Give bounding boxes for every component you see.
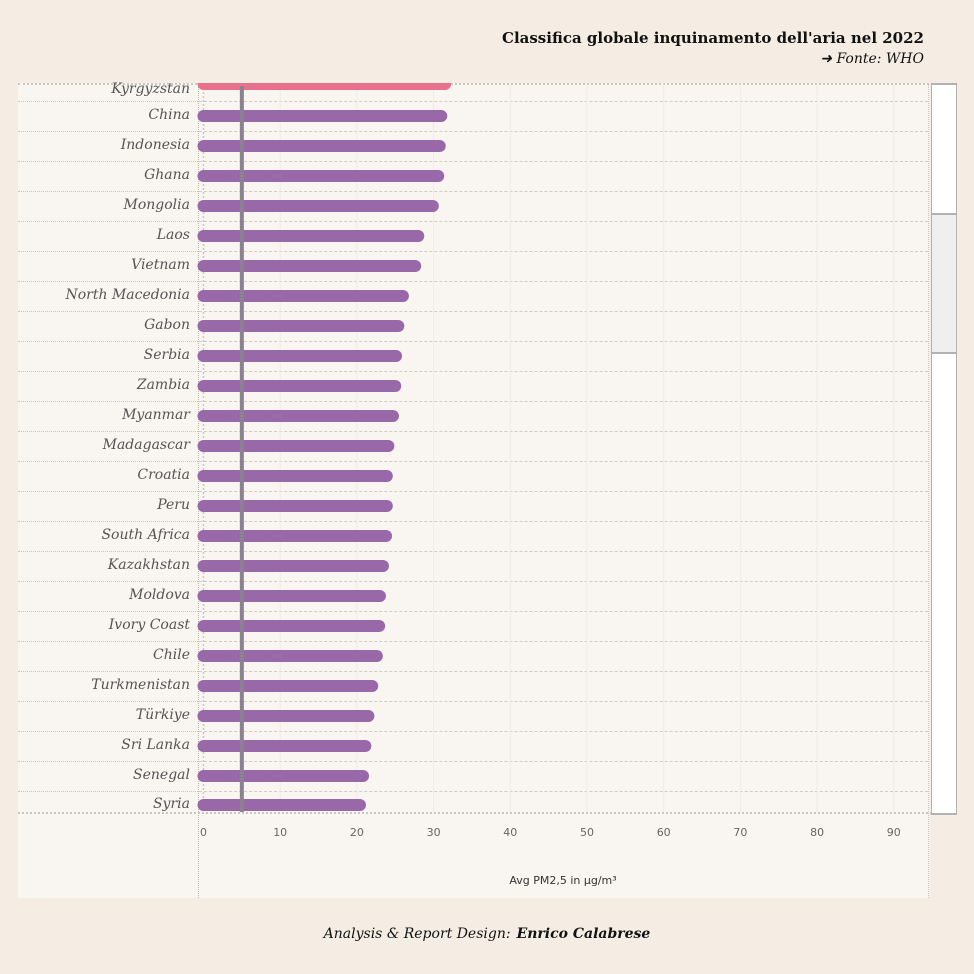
- category-label: Myanmar: [122, 407, 190, 423]
- credits: Analysis & Report Design: Enrico Calabres…: [0, 926, 974, 942]
- x-tick-label: 80: [810, 826, 825, 839]
- category-label: Moldova: [129, 587, 190, 603]
- category-label: Chile: [153, 647, 190, 663]
- row-gridline: [199, 431, 928, 432]
- panel-right-border: [928, 83, 929, 898]
- row-gridline: [199, 221, 928, 222]
- category-label: Kyrgyzstan: [111, 81, 190, 97]
- row-gridline: [199, 521, 928, 522]
- row-gridline: [199, 401, 928, 402]
- row-gridline: [199, 761, 928, 762]
- row-separator: [18, 281, 198, 282]
- chart-panel: [18, 83, 929, 898]
- panel-top-border: [18, 83, 929, 85]
- row-separator: [18, 461, 198, 462]
- row-separator: [18, 491, 198, 492]
- row-separator: [18, 311, 198, 312]
- row-separator: [18, 791, 198, 792]
- category-label: Croatia: [137, 467, 190, 483]
- x-tick-label: 70: [733, 826, 748, 839]
- row-separator: [18, 251, 198, 252]
- row-gridline: [199, 341, 928, 342]
- x-tick-label: 60: [656, 826, 671, 839]
- category-label: Indonesia: [120, 137, 190, 153]
- category-label: Serbia: [143, 347, 190, 363]
- category-label: Ghana: [144, 167, 190, 183]
- category-label: Vietnam: [131, 257, 190, 273]
- row-separator: [18, 131, 198, 132]
- row-gridline: [199, 671, 928, 672]
- category-label: Syria: [152, 796, 190, 812]
- row-separator: [18, 611, 198, 612]
- row-separator: [18, 401, 198, 402]
- row-gridline: [199, 641, 928, 642]
- category-label: Turkmenistan: [91, 677, 190, 693]
- y-axis-line: [198, 83, 199, 898]
- row-gridline: [199, 611, 928, 612]
- category-label: Zambia: [136, 377, 190, 393]
- category-label: Ivory Coast: [108, 617, 190, 633]
- x-tick-label: 0: [200, 826, 207, 839]
- row-separator: [18, 371, 198, 372]
- row-gridline: [199, 491, 928, 492]
- row-gridline: [199, 161, 928, 162]
- scrollbar-thumb[interactable]: [932, 213, 956, 354]
- x-tick-label: 90: [886, 826, 901, 839]
- category-label: South Africa: [101, 527, 190, 543]
- category-label: Laos: [156, 227, 190, 243]
- row-gridline: [199, 581, 928, 582]
- category-label: Türkiye: [135, 707, 190, 723]
- x-tick-label: 10: [273, 826, 288, 839]
- row-gridline: [199, 131, 928, 132]
- x-tick-label: 50: [580, 826, 594, 839]
- category-label: Mongolia: [123, 197, 190, 213]
- row-separator: [18, 551, 198, 552]
- row-gridline: [199, 311, 928, 312]
- row-separator: [18, 761, 198, 762]
- row-separator: [18, 521, 198, 522]
- row-separator: [18, 221, 198, 222]
- category-label: Kazakhstan: [107, 557, 190, 573]
- top-clip: [190, 70, 490, 83]
- row-gridline: [199, 191, 928, 192]
- category-label: Madagascar: [102, 437, 190, 453]
- row-separator: [18, 191, 198, 192]
- row-separator: [18, 581, 198, 582]
- row-separator: [18, 431, 198, 432]
- row-separator: [18, 671, 198, 672]
- chart-title: Classifica globale inquinamento dell'ari…: [502, 29, 924, 47]
- row-gridline: [199, 371, 928, 372]
- category-label: Sri Lanka: [121, 737, 190, 753]
- category-label: Senegal: [133, 767, 190, 783]
- row-separator: [18, 701, 198, 702]
- row-gridline: [199, 791, 928, 792]
- row-separator: [18, 161, 198, 162]
- x-axis-label: Avg PM2,5 in µg/m³: [509, 874, 617, 887]
- row-separator: [18, 341, 198, 342]
- credit-name: Enrico Calabrese: [516, 926, 651, 942]
- category-label: Peru: [157, 497, 190, 513]
- vertical-scrollbar[interactable]: [931, 83, 957, 815]
- row-gridline: [199, 101, 928, 102]
- chart-source: ➜ Fonte: WHO: [820, 51, 924, 67]
- row-gridline: [199, 251, 928, 252]
- x-axis-line: [18, 812, 956, 814]
- row-gridline: [199, 731, 928, 732]
- category-label: Gabon: [144, 317, 190, 333]
- x-tick-label: 40: [503, 826, 518, 839]
- credit-label: Analysis & Report Design:: [323, 926, 511, 942]
- category-label: North Macedonia: [65, 287, 190, 303]
- x-tick-label: 30: [426, 826, 441, 839]
- category-label: China: [148, 107, 190, 123]
- row-separator: [18, 101, 198, 102]
- row-gridline: [199, 281, 928, 282]
- x-tick-label: 20: [349, 826, 364, 839]
- row-gridline: [199, 551, 928, 552]
- row-gridline: [199, 461, 928, 462]
- row-separator: [18, 641, 198, 642]
- row-gridline: [199, 701, 928, 702]
- row-separator: [18, 731, 198, 732]
